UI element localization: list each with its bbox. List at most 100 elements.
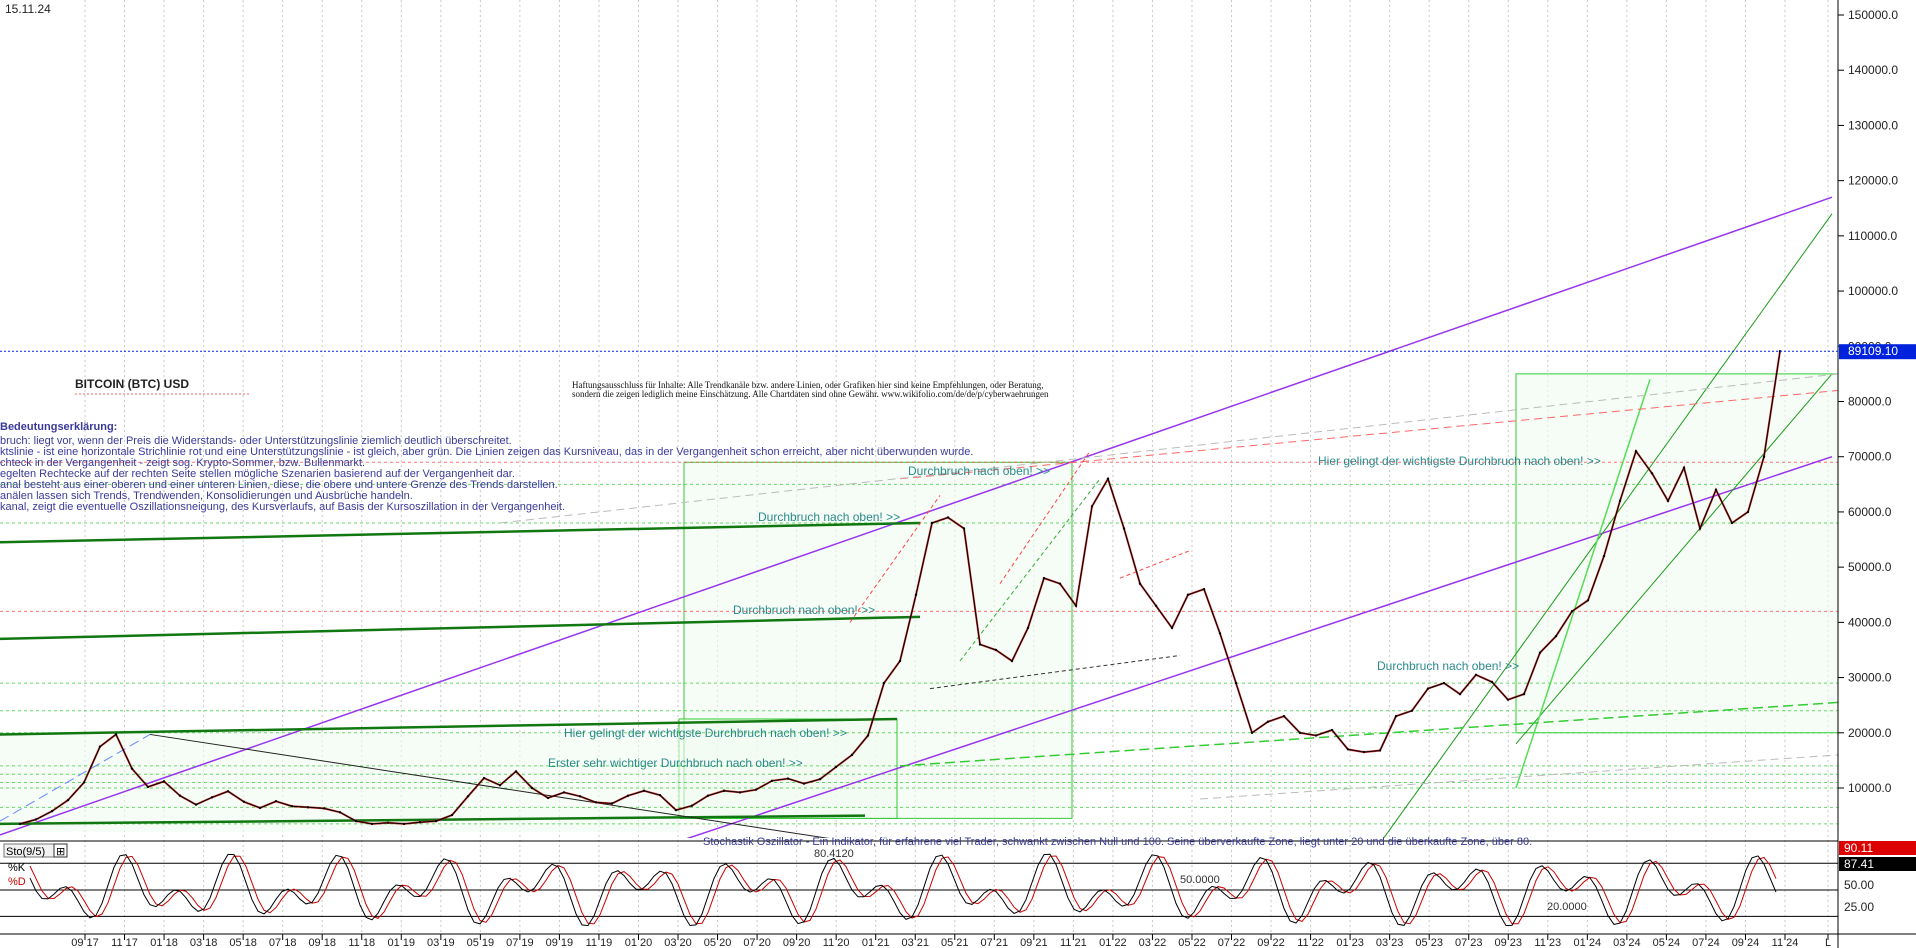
time-tick-label: 03 24 — [1613, 937, 1641, 948]
price-point — [386, 821, 390, 824]
scenario-box — [1515, 373, 1839, 734]
price-point — [818, 777, 822, 781]
price-point — [418, 821, 422, 824]
price-tick-label: 150000.0 — [1848, 8, 1898, 22]
price-point — [34, 818, 38, 821]
red-dashed-line — [899, 389, 1838, 480]
price-point — [146, 785, 150, 789]
price-point — [1314, 734, 1318, 737]
price-point — [1426, 687, 1430, 690]
legend-line: kanal, zeigt die eventuelle Oszillations… — [0, 501, 565, 513]
k-value: 90.11 — [1844, 841, 1873, 855]
time-axis[interactable]: 09 17 11 17 01 18 03 18 05 18 07 18 09 18 11 18… — [71, 934, 1831, 948]
price-point — [466, 795, 470, 798]
price-point — [1602, 554, 1606, 558]
price-point — [434, 819, 438, 823]
time-tick-label: 09 22 — [1257, 937, 1285, 948]
price-point — [274, 800, 278, 803]
grey-dashed-line — [499, 373, 1838, 524]
oscillator-description: Stochastik Oszillator - Ein Indikator, f… — [703, 836, 1532, 848]
time-tick-label: 11 24 — [1772, 937, 1799, 948]
price-point — [802, 782, 806, 785]
price-point — [658, 793, 662, 797]
time-tick-label: 11 18 — [348, 937, 375, 948]
price-tick-label: 70000.0 — [1848, 450, 1892, 464]
price-point — [738, 791, 742, 794]
price-point — [1042, 576, 1046, 580]
price-point — [1378, 749, 1382, 752]
price-axis[interactable]: 150000.0 140000.0 130000.0 120000.0 110000.0… — [1838, 8, 1898, 795]
time-tick-label: 03 18 — [190, 937, 218, 948]
price-point — [1490, 680, 1494, 684]
price-point — [1090, 505, 1094, 508]
price-point — [978, 643, 982, 646]
price-point — [706, 794, 710, 797]
oscillator-expand-button[interactable] — [53, 843, 68, 858]
green-long-line — [0, 814, 866, 826]
time-tick-label: 11 20 — [823, 937, 850, 948]
level-20-label: 20.0000 — [1547, 901, 1587, 913]
stochastic-oscillator — [0, 853, 1838, 927]
price-series — [18, 350, 1782, 826]
price-tick-label: 110000.0 — [1848, 229, 1897, 243]
time-tick-label: 07 19 — [506, 937, 534, 948]
osc-tick-label: 50.00 — [1844, 878, 1874, 892]
price-point — [1730, 521, 1734, 525]
price-point — [1410, 709, 1414, 712]
price-point — [450, 813, 454, 817]
price-point — [642, 789, 646, 792]
time-tick-label: 05 22 — [1178, 937, 1206, 948]
price-tick-label: 10000.0 — [1848, 781, 1892, 795]
price-tick-label: 80000.0 — [1848, 395, 1892, 409]
annotation-text: Hier gelingt der wichtigste Durchbruch n… — [1318, 454, 1601, 468]
price-point — [594, 801, 598, 804]
disclaimer-line-2: sondern die zeigen lediglich meine Einsc… — [572, 389, 1049, 399]
price-point — [1586, 599, 1590, 602]
price-point — [898, 659, 902, 663]
d-value: 87.41 — [1844, 857, 1874, 871]
price-point — [50, 809, 54, 813]
time-tick-label: 01 18 — [150, 937, 178, 948]
price-tick-label: 100000.0 — [1848, 284, 1898, 298]
price-point — [82, 781, 86, 784]
price-point — [1714, 488, 1718, 492]
price-point — [722, 789, 726, 792]
price-point — [1442, 681, 1446, 685]
green-dashed-line — [899, 701, 1838, 767]
price-point — [1154, 604, 1158, 607]
time-tick-label: 07 21 — [981, 937, 1009, 948]
chart-title: BITCOIN (BTC) USD — [75, 377, 189, 391]
price-point — [1618, 499, 1622, 503]
legend-notes: Bedeutungserklärung: bruch: liegt vor, w… — [0, 421, 973, 513]
time-tick-label: L — [1825, 937, 1831, 948]
time-tick-label: 11 19 — [586, 937, 613, 948]
annotations: Durchbruch nach oben! >> Durchbruch nach… — [548, 454, 1601, 770]
price-point — [530, 786, 534, 790]
price-point — [18, 822, 22, 826]
price-point — [1698, 527, 1702, 530]
price-point — [1218, 632, 1222, 635]
k-label: %K — [8, 862, 26, 874]
black-dashed-line — [929, 654, 1181, 690]
time-tick-label: 05 20 — [704, 937, 732, 948]
current-price-tag — [1839, 344, 1916, 360]
price-point — [1234, 681, 1238, 685]
price-point — [994, 648, 998, 652]
time-tick-label: 01 24 — [1574, 937, 1602, 948]
price-tick-label: 50000.0 — [1848, 560, 1892, 574]
price-point — [786, 777, 790, 780]
price-point — [754, 788, 758, 791]
time-tick-label: 07 22 — [1218, 937, 1246, 948]
red-dotted-line — [849, 495, 941, 623]
price-point — [1298, 731, 1302, 734]
time-tick-label: 09 24 — [1732, 937, 1760, 948]
purple-lower-line — [686, 456, 1833, 838]
legend-line: ktslinie - ist eine horizontale Strichli… — [0, 446, 973, 458]
green-long-line — [0, 717, 898, 736]
time-tick-label: 05 18 — [229, 937, 257, 948]
price-point — [674, 808, 678, 812]
price-point — [162, 780, 166, 783]
price-point — [1010, 659, 1014, 663]
time-tick-label: 11 17 — [111, 937, 138, 948]
price-point — [1106, 477, 1110, 480]
